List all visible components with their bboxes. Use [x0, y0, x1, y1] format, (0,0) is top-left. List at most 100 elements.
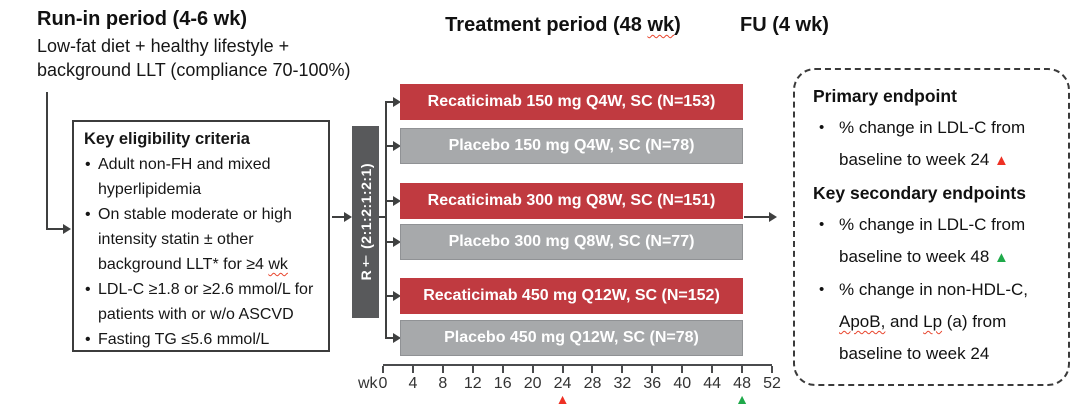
arms-to-endpoints-line	[744, 216, 770, 218]
axis-tick	[741, 366, 744, 373]
treatment-heading-close: )	[674, 14, 681, 36]
randomization-trunk-link	[379, 216, 387, 218]
axis-tick	[561, 366, 564, 373]
branch-arrow-2-icon	[393, 141, 401, 151]
axis-tick-label: 28	[583, 375, 602, 392]
week-axis-line	[383, 364, 772, 366]
axis-tick-label: 0	[378, 375, 388, 392]
primary-endpoint-marker-icon: ▲	[555, 391, 570, 407]
red-triangle-icon: ▲	[994, 152, 1009, 169]
treatment-heading-text: Treatment period (48	[445, 14, 648, 36]
axis-tick	[531, 366, 534, 373]
secondary-endpoint-marker-icon: ▲	[735, 391, 750, 407]
axis-tick-label: 52	[763, 375, 781, 392]
followup-heading: FU (4 wk)	[740, 14, 829, 36]
secondary-endpoint-sq1: ApoB,	[839, 312, 886, 331]
branch-stub-4	[387, 241, 394, 243]
branch-stub-3	[387, 200, 394, 202]
axis-tick	[591, 366, 594, 373]
secondary-endpoint-text: % change in non-HDL-C,	[839, 280, 1028, 299]
runin-period-description: Low-fat diet + healthy lifestyle + backg…	[37, 34, 351, 82]
randomization-ratio-label: R† (2:1:2:1:2:1)	[357, 163, 374, 281]
secondary-endpoint-sq2: Lp	[923, 312, 943, 331]
axis-tick-label: 12	[463, 375, 482, 392]
treatment-heading-wk: wk	[647, 14, 675, 36]
axis-tick-label: 48	[733, 375, 751, 392]
axis-tick	[501, 366, 504, 373]
axis-tick	[411, 366, 414, 373]
axis-tick-label: 36	[643, 375, 662, 392]
branch-stub-1	[387, 101, 394, 103]
runin-arrow-icon	[63, 224, 71, 234]
endpoints-box: Primary endpoint % change in LDL-C from …	[793, 68, 1070, 386]
axis-tick-label: 24	[553, 375, 572, 392]
arm-bar-recaticimab-300: Recaticimab 300 mg Q8W, SC (N=151)	[400, 183, 743, 219]
axis-tick-label: 20	[523, 375, 542, 392]
arm-bar-placebo-150: Placebo 150 mg Q4W, SC (N=78)	[400, 128, 743, 164]
secondary-endpoint-item: % change in non-HDL-C, ApoB, and Lp (a) …	[813, 274, 1056, 370]
branch-arrow-4-icon	[393, 237, 401, 247]
runin-period-heading: Run-in period (4-6 wk)	[37, 8, 247, 30]
runin-connector-vline	[46, 92, 48, 230]
runin-description-line1: Low-fat diet + healthy lifestyle +	[37, 36, 290, 56]
green-triangle-icon: ▲	[994, 249, 1009, 266]
week-axis: wk 0 4 8 12 16 20 24 28 32 36 40 44 48 5…	[358, 364, 781, 412]
arms-to-endpoints-arrow-icon	[769, 212, 777, 222]
branch-arrow-3-icon	[393, 196, 401, 206]
axis-tick	[382, 366, 384, 373]
axis-tick	[471, 366, 474, 373]
axis-tick-label: 32	[613, 375, 632, 392]
secondary-endpoint-mid: and	[885, 312, 924, 331]
branch-arrow-5-icon	[393, 291, 401, 301]
branch-stub-5	[387, 295, 394, 297]
primary-endpoint-list: % change in LDL-C from baseline to week …	[813, 112, 1056, 177]
arm-bar-recaticimab-150: Recaticimab 150 mg Q4W, SC (N=153)	[400, 84, 743, 120]
primary-endpoint-title: Primary endpoint	[813, 86, 957, 106]
eligibility-item-sq: wk	[268, 256, 288, 273]
axis-tick-label: 40	[673, 375, 692, 392]
branch-arrow-1-icon	[393, 97, 401, 107]
primary-endpoint-item: % change in LDL-C from baseline to week …	[813, 112, 1056, 177]
axis-tick	[441, 366, 444, 373]
arm-bar-placebo-450: Placebo 450 mg Q12W, SC (N=78)	[400, 320, 743, 356]
eligibility-criteria-box: Key eligibility criteria Adult non-FH an…	[72, 120, 330, 352]
secondary-endpoint-item: % change in LDL-C from baseline to week …	[813, 209, 1056, 274]
arm-bar-placebo-300: Placebo 300 mg Q8W, SC (N=77)	[400, 224, 743, 260]
branch-stub-6	[387, 337, 394, 339]
axis-tick	[621, 366, 624, 373]
eligibility-list: Adult non-FH and mixed hyperlipidemia On…	[84, 152, 320, 352]
axis-tick-label: 4	[408, 375, 418, 392]
branch-trunk-line	[385, 101, 387, 339]
eligibility-item: Adult non-FH and mixed hyperlipidemia	[84, 152, 320, 202]
eligibility-item-text: Adult non-FH and mixed hyperlipidemia	[98, 156, 271, 198]
treatment-period-heading: Treatment period (48 wk)	[398, 14, 728, 37]
eligibility-item: On stable moderate or high intensity sta…	[84, 202, 320, 277]
axis-tick-label: 44	[703, 375, 722, 392]
secondary-endpoint-post: (a) from baseline to week 24	[839, 312, 1007, 363]
secondary-endpoint-text: % change in LDL-C from baseline to week …	[839, 215, 1026, 266]
eligibility-item-text: LDL-C ≥1.8 or ≥2.6 mmol/L for patients w…	[98, 281, 314, 323]
axis-tick-label: 16	[493, 375, 512, 392]
axis-tick	[681, 366, 684, 373]
arm-bar-recaticimab-450: Recaticimab 450 mg Q12W, SC (N=152)	[400, 278, 743, 314]
eligibility-item: LDL-C ≥1.8 or ≥2.6 mmol/L for patients w…	[84, 277, 320, 327]
branch-arrow-6-icon	[393, 333, 401, 343]
axis-tick	[771, 366, 773, 373]
secondary-endpoint-list: % change in LDL-C from baseline to week …	[813, 209, 1056, 370]
eligibility-item-text: On stable moderate or high intensity sta…	[98, 206, 292, 273]
eligibility-item-text: Fasting TG ≤5.6 mmol/L	[98, 331, 270, 348]
axis-tick	[651, 366, 654, 373]
week-axis-unit-label: wk	[358, 375, 378, 392]
axis-tick-label: 8	[438, 375, 448, 392]
eligibility-to-randomization-arrow-icon	[344, 212, 352, 222]
branch-stub-2	[387, 145, 394, 147]
runin-description-line2: background LLT (compliance 70-100%)	[37, 60, 351, 80]
runin-connector-hline	[46, 228, 64, 230]
axis-tick	[711, 366, 714, 373]
randomization-bar: R† (2:1:2:1:2:1)	[352, 126, 379, 318]
secondary-endpoints-title: Key secondary endpoints	[813, 183, 1026, 203]
eligibility-item: Fasting TG ≤5.6 mmol/L	[84, 327, 320, 352]
eligibility-title: Key eligibility criteria	[84, 130, 250, 148]
primary-endpoint-text: % change in LDL-C from baseline to week …	[839, 118, 1026, 169]
